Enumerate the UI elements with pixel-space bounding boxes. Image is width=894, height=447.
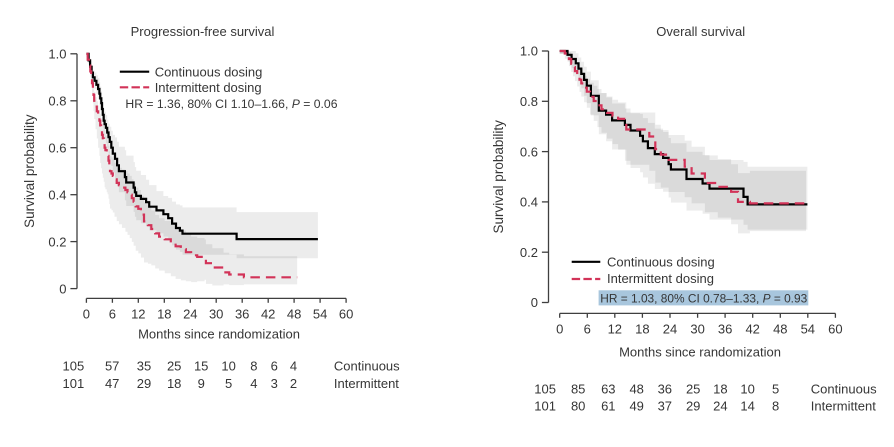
svg-text:36: 36 (235, 306, 249, 321)
svg-text:18: 18 (157, 306, 171, 321)
svg-text:30: 30 (690, 322, 704, 337)
svg-text:0: 0 (83, 306, 90, 321)
svg-text:0: 0 (556, 322, 563, 337)
svg-text:48: 48 (773, 322, 787, 337)
svg-text:105: 105 (63, 358, 85, 373)
svg-text:105: 105 (534, 382, 556, 397)
svg-text:18: 18 (635, 322, 649, 337)
svg-text:8: 8 (772, 398, 779, 413)
svg-text:61: 61 (601, 398, 615, 413)
svg-text:49: 49 (629, 398, 643, 413)
svg-text:3: 3 (271, 376, 278, 391)
svg-text:Intermittent dosing: Intermittent dosing (155, 80, 262, 95)
svg-text:42: 42 (745, 322, 759, 337)
svg-text:30: 30 (209, 306, 223, 321)
svg-text:Continuous dosing: Continuous dosing (155, 65, 263, 80)
svg-text:6: 6 (584, 322, 591, 337)
svg-text:10: 10 (221, 358, 235, 373)
svg-text:0.2: 0.2 (48, 234, 66, 249)
svg-text:35: 35 (137, 358, 151, 373)
svg-text:48: 48 (629, 382, 643, 397)
svg-text:29: 29 (686, 398, 700, 413)
svg-text:Months since randomization: Months since randomization (138, 327, 300, 342)
svg-text:5: 5 (772, 382, 779, 397)
svg-text:10: 10 (740, 382, 754, 397)
svg-text:0: 0 (59, 281, 66, 296)
svg-text:Intermittent: Intermittent (811, 398, 876, 413)
svg-text:4: 4 (290, 358, 297, 373)
svg-text:Survival probability: Survival probability (22, 114, 37, 228)
svg-text:Overall survival: Overall survival (656, 24, 745, 39)
svg-text:18: 18 (167, 376, 181, 391)
svg-text:0.6: 0.6 (48, 140, 66, 155)
svg-text:0.4: 0.4 (520, 195, 538, 210)
svg-text:Continuous dosing: Continuous dosing (607, 254, 715, 269)
svg-text:1.0: 1.0 (48, 47, 66, 62)
svg-text:42: 42 (261, 306, 275, 321)
svg-text:101: 101 (63, 376, 85, 391)
svg-text:6: 6 (109, 306, 116, 321)
svg-text:80: 80 (571, 398, 585, 413)
svg-text:Continuous: Continuous (811, 382, 877, 397)
svg-text:2: 2 (290, 376, 297, 391)
svg-text:101: 101 (534, 398, 556, 413)
svg-text:25: 25 (686, 382, 700, 397)
svg-text:Continuous: Continuous (334, 358, 400, 373)
svg-text:60: 60 (339, 306, 353, 321)
svg-text:14: 14 (740, 398, 754, 413)
svg-text:24: 24 (713, 398, 727, 413)
svg-text:12: 12 (608, 322, 622, 337)
svg-text:HR = 1.03, 80% CI 0.78–1.33, P: HR = 1.03, 80% CI 0.78–1.33, P = 0.93 (600, 292, 807, 306)
svg-text:24: 24 (663, 322, 677, 337)
svg-text:18: 18 (713, 382, 727, 397)
svg-text:37: 37 (658, 398, 672, 413)
svg-text:36: 36 (718, 322, 732, 337)
svg-text:Months since randomization: Months since randomization (619, 345, 781, 360)
svg-text:12: 12 (131, 306, 145, 321)
svg-text:0.6: 0.6 (520, 144, 538, 159)
svg-text:60: 60 (828, 322, 842, 337)
svg-text:48: 48 (287, 306, 301, 321)
svg-text:Intermittent dosing: Intermittent dosing (607, 271, 714, 286)
svg-text:54: 54 (801, 322, 815, 337)
svg-text:0.2: 0.2 (520, 245, 538, 260)
svg-text:29: 29 (137, 376, 151, 391)
svg-text:0.8: 0.8 (520, 94, 538, 109)
svg-text:5: 5 (225, 376, 232, 391)
svg-text:Intermittent: Intermittent (334, 376, 399, 391)
svg-text:HR = 1.36, 80% CI 1.10–1.66, P: HR = 1.36, 80% CI 1.10–1.66, P = 0.06 (125, 97, 337, 111)
svg-text:25: 25 (167, 358, 181, 373)
svg-text:15: 15 (194, 358, 208, 373)
svg-text:0.8: 0.8 (48, 94, 66, 109)
svg-text:Survival probability: Survival probability (491, 120, 506, 234)
svg-text:57: 57 (105, 358, 119, 373)
svg-text:6: 6 (271, 358, 278, 373)
svg-text:47: 47 (105, 376, 119, 391)
svg-text:4: 4 (250, 376, 257, 391)
svg-text:9: 9 (198, 376, 205, 391)
svg-text:63: 63 (601, 382, 615, 397)
svg-text:24: 24 (183, 306, 197, 321)
svg-text:Progression-free survival: Progression-free survival (131, 24, 275, 39)
svg-text:54: 54 (313, 306, 327, 321)
svg-text:85: 85 (571, 382, 585, 397)
svg-text:36: 36 (658, 382, 672, 397)
svg-text:1.0: 1.0 (520, 44, 538, 59)
svg-text:0.4: 0.4 (48, 187, 66, 202)
svg-text:0: 0 (531, 295, 538, 310)
svg-text:8: 8 (250, 358, 257, 373)
